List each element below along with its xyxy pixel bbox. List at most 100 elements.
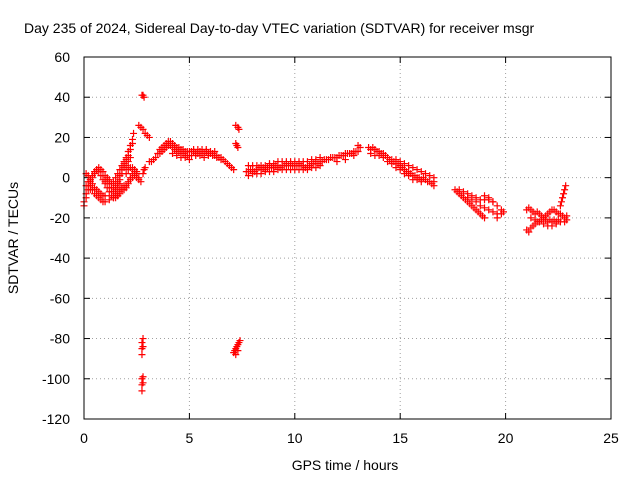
data-point (354, 141, 362, 149)
data-point (97, 172, 105, 180)
data-point (261, 162, 269, 170)
data-point (230, 166, 238, 174)
data-point (535, 218, 543, 226)
data-point (476, 202, 484, 210)
data-point (152, 154, 160, 162)
data-point (173, 152, 181, 160)
data-point (126, 154, 134, 162)
data-point (200, 154, 208, 162)
data-point (185, 156, 193, 164)
data-point (472, 198, 480, 206)
data-point (556, 202, 564, 210)
data-point (232, 351, 240, 359)
data-point (413, 166, 421, 174)
data-point (135, 176, 143, 184)
data-point (139, 343, 147, 351)
x-tick-label: 0 (80, 430, 88, 446)
data-point (122, 184, 130, 192)
data-point (531, 216, 539, 224)
data-point (181, 154, 189, 162)
data-point (196, 152, 204, 160)
data-point (138, 351, 146, 359)
data-point (130, 129, 138, 137)
data-point (103, 184, 111, 192)
y-tick-label: -60 (50, 290, 70, 306)
data-point (489, 208, 497, 216)
data-point (116, 176, 124, 184)
data-point (99, 198, 107, 206)
data-point (375, 152, 383, 160)
data-point (481, 204, 489, 212)
data-point (405, 162, 413, 170)
x-tick-label: 20 (498, 430, 514, 446)
data-point (84, 172, 92, 180)
data-points (80, 91, 571, 395)
y-tick-label: 40 (54, 89, 70, 105)
data-point (384, 158, 392, 166)
data-point (122, 162, 130, 170)
data-point (409, 164, 417, 172)
data-point (128, 139, 136, 147)
data-point (91, 190, 99, 198)
data-point (257, 170, 265, 178)
chart-title: Day 235 of 2024, Sidereal Day-to-day VTE… (24, 20, 534, 36)
data-point (211, 148, 219, 156)
data-point (140, 93, 148, 101)
data-point (417, 168, 425, 176)
data-point (312, 164, 320, 172)
data-point (485, 206, 493, 214)
data-point (400, 170, 408, 178)
y-tick-label: -40 (50, 250, 70, 266)
plot-frame (83, 56, 612, 420)
data-point (101, 192, 109, 200)
data-point (101, 178, 109, 186)
y-axis-label: SDTVAR / TECUs (5, 182, 21, 294)
data-point (114, 180, 122, 188)
data-point (481, 192, 489, 200)
data-point (316, 154, 324, 162)
data-point (559, 194, 567, 202)
x-tick-label: 10 (287, 430, 303, 446)
data-point (464, 194, 472, 202)
y-tick-label: 20 (54, 129, 70, 145)
data-point (112, 174, 120, 182)
data-point (316, 162, 324, 170)
data-point (105, 176, 113, 184)
data-point (202, 146, 210, 154)
x-tick-label: 25 (603, 430, 619, 446)
data-point (493, 202, 501, 210)
data-point (350, 152, 358, 160)
data-point (303, 158, 311, 166)
data-point (270, 168, 278, 176)
data-point (459, 188, 467, 196)
data-point (124, 158, 132, 166)
y-tick-label: -80 (50, 331, 70, 347)
y-tick-label: -20 (50, 210, 70, 226)
y-tick-label: 60 (54, 49, 70, 65)
data-point (489, 198, 497, 206)
data-point (405, 172, 413, 180)
data-point (116, 188, 124, 196)
data-point (481, 214, 489, 222)
x-tick-labels: 0 5 10 15 20 25 (80, 430, 619, 446)
data-point (354, 148, 362, 156)
data-point (455, 186, 463, 194)
data-point (396, 158, 404, 166)
data-point (312, 156, 320, 164)
data-point (527, 214, 535, 222)
x-tick-label: 5 (186, 430, 194, 446)
data-point (124, 180, 132, 188)
data-point (235, 125, 243, 133)
data-point (379, 154, 387, 162)
data-point (493, 214, 501, 222)
data-point (367, 150, 375, 158)
data-point (497, 210, 505, 218)
data-point (562, 182, 570, 190)
data-point (138, 387, 146, 395)
data-point (138, 339, 146, 347)
data-point (86, 186, 94, 194)
y-tick-label: -100 (42, 371, 70, 387)
data-point (145, 133, 153, 141)
data-point (430, 174, 438, 182)
